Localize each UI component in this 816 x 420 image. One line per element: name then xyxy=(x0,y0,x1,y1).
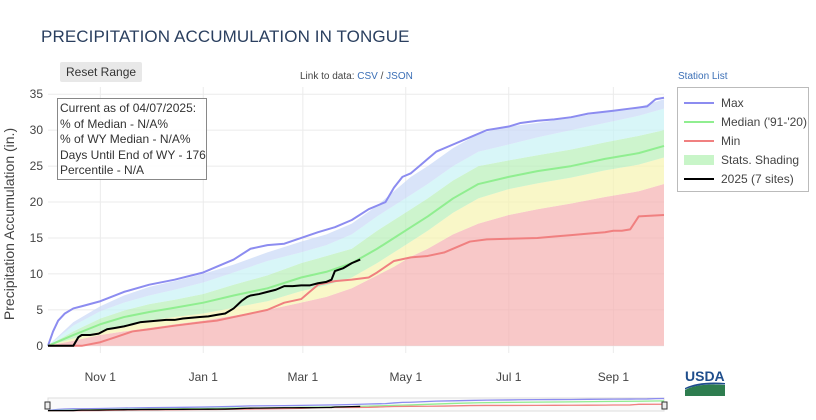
legend-item[interactable]: Min xyxy=(684,134,740,148)
navigator-handle-right[interactable] xyxy=(661,401,668,410)
json-link[interactable]: JSON xyxy=(386,71,413,82)
x-tick-label: Jan 1 xyxy=(189,370,219,384)
navigator-handle-left[interactable] xyxy=(44,401,51,410)
y-axis-label: Precipitation Accumulation (in.) xyxy=(1,128,17,320)
link-prefix: Link to data: xyxy=(300,71,355,82)
legend-swatch xyxy=(684,96,714,110)
legend-swatch xyxy=(684,153,714,167)
shading-band-5 xyxy=(48,99,664,346)
range-navigator[interactable] xyxy=(44,397,668,412)
legend-swatch xyxy=(684,172,714,186)
y-tick-label: 10 xyxy=(30,267,44,281)
y-tick-label: 5 xyxy=(36,303,43,317)
series-line-median-91-20 xyxy=(47,144,665,347)
station-list-link[interactable]: Station List xyxy=(678,71,728,82)
legend-label: Median ('91-'20) xyxy=(721,115,807,129)
shading-band-2 xyxy=(48,157,664,346)
legend-swatch xyxy=(684,115,714,129)
info-pct-wy-median: % of WY Median - N/A% xyxy=(60,132,191,146)
x-tick-label: Nov 1 xyxy=(85,370,117,384)
reset-range-button[interactable]: Reset Range xyxy=(60,62,143,82)
series-line-max xyxy=(47,96,665,347)
legend-label: 2025 (7 sites) xyxy=(721,172,794,186)
series-lines xyxy=(47,96,665,347)
info-percentile: Percentile - N/A xyxy=(60,163,145,177)
navigator-line-2025-7-sites xyxy=(48,405,361,412)
csv-link[interactable]: CSV xyxy=(357,71,378,82)
info-pct-median: % of Median - N/A% xyxy=(60,116,169,131)
legend-label: Stats. Shading xyxy=(721,153,800,167)
legend-label: Min xyxy=(721,134,741,148)
legend-line-swatch xyxy=(684,178,714,180)
usda-logo: USDA xyxy=(685,368,725,398)
chart-legend: Max Median ('91-'20) Min Stats. Shading 2025… xyxy=(677,87,809,192)
x-axis-ticks: Nov 1 Jan 1 Mar 1 May 1 Jul 1 Sep 1 xyxy=(85,370,630,384)
y-tick-label: 25 xyxy=(30,159,44,173)
y-tick-label: 0 xyxy=(36,339,43,353)
usda-logo-text: USDA xyxy=(685,368,725,384)
shading-band-4 xyxy=(48,108,664,346)
info-current-date: Current as of 04/07/2025: xyxy=(60,101,197,115)
shading-band-3 xyxy=(48,130,664,346)
series-line-min xyxy=(48,213,665,347)
page-title: PRECIPITATION ACCUMULATION IN TONGUE xyxy=(41,27,410,46)
legend-item[interactable]: Stats. Shading xyxy=(684,153,799,167)
y-axis-ticks: 0 5 10 15 20 25 30 35 xyxy=(30,87,44,353)
data-links: Link to data: CSV / JSON xyxy=(300,71,413,82)
legend-item[interactable]: Median ('91-'20) xyxy=(684,115,807,129)
legend-fill-swatch xyxy=(684,155,714,165)
legend-line-swatch xyxy=(684,102,714,104)
info-days-until-end: Days Until End of WY - 176 xyxy=(60,147,206,162)
link-separator: / xyxy=(380,71,384,82)
current-status-box: Current as of 04/07/2025: % of Median - … xyxy=(57,98,207,180)
y-tick-label: 35 xyxy=(30,87,44,101)
legend-item[interactable]: Max xyxy=(684,96,744,110)
shading-band-1 xyxy=(48,184,664,346)
y-tick-label: 30 xyxy=(30,123,44,137)
stats-shading xyxy=(48,99,664,346)
legend-line-swatch xyxy=(684,121,714,123)
x-tick-label: Jul 1 xyxy=(496,370,522,384)
y-tick-label: 20 xyxy=(30,195,44,209)
navigator-line-max xyxy=(47,397,665,412)
x-tick-label: Mar 1 xyxy=(287,370,318,384)
x-tick-label: May 1 xyxy=(389,370,422,384)
legend-item[interactable]: 2025 (7 sites) xyxy=(684,172,794,186)
legend-label: Max xyxy=(721,96,744,110)
y-tick-label: 15 xyxy=(30,231,44,245)
legend-line-swatch xyxy=(684,140,714,142)
x-tick-label: Sep 1 xyxy=(598,370,630,384)
series-line-2025-7-sites xyxy=(48,258,361,347)
legend-swatch xyxy=(684,134,714,148)
